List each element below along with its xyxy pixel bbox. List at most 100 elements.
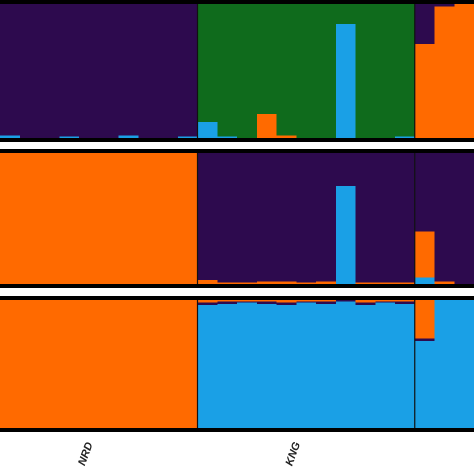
panel-frame	[0, 0, 474, 142]
ancestry-segment	[395, 282, 416, 284]
ancestry-segment	[217, 301, 238, 304]
ancestry-segment	[177, 300, 199, 428]
ancestry-segment	[0, 4, 21, 136]
ancestry-segment	[276, 4, 297, 136]
ancestry-segment	[98, 300, 120, 428]
ancestry-segment	[256, 281, 278, 284]
ancestry-segment	[0, 135, 21, 138]
ancestry-segment	[454, 153, 474, 284]
ancestry-segment	[237, 153, 258, 283]
population-label: KNG	[283, 440, 303, 467]
ancestry-segment	[237, 301, 258, 303]
ancestry-segment	[118, 4, 139, 136]
ancestry-segment	[158, 300, 179, 428]
ancestry-segment	[217, 4, 238, 137]
ancestry-segment	[98, 4, 120, 138]
ancestry-segment	[395, 300, 416, 302]
ancestry-segment	[316, 303, 337, 428]
ancestry-segment	[197, 4, 218, 122]
ancestry-segment	[158, 153, 179, 284]
ancestry-segment	[454, 300, 474, 428]
ancestry-segment	[316, 4, 337, 138]
ancestry-segment	[276, 281, 297, 284]
ancestry-segment	[355, 302, 376, 306]
ancestry-segment	[79, 4, 100, 138]
ancestry-segment	[256, 4, 278, 114]
ancestry-segment	[395, 303, 416, 428]
ancestry-segment	[177, 153, 199, 284]
ancestry-segment	[355, 4, 376, 138]
ancestry-segment	[434, 300, 455, 428]
ancestry-segment	[335, 24, 357, 139]
ancestry-segment	[454, 4, 474, 138]
ancestry-segment	[316, 153, 337, 282]
ancestry-segment	[375, 301, 396, 303]
ancestry-segment	[296, 300, 317, 302]
ancestry-segment	[256, 153, 278, 282]
ancestry-segment	[197, 305, 218, 428]
ancestry-segment	[256, 301, 278, 304]
ancestry-segment	[395, 136, 416, 138]
ancestry-segment	[375, 153, 396, 283]
ancestry-segment	[138, 300, 159, 428]
ancestry-segment	[375, 4, 396, 138]
ancestry-segment	[217, 300, 238, 302]
ancestry-segment	[335, 300, 357, 302]
ancestry-segment	[39, 300, 60, 428]
ancestry-segment	[197, 153, 218, 281]
ancestry-segment	[296, 4, 317, 138]
ancestry-segment	[197, 302, 218, 306]
ancestry-segment	[395, 301, 416, 304]
ancestry-segment	[197, 121, 218, 138]
ancestry-segment	[19, 300, 41, 428]
ancestry-segment	[79, 300, 100, 428]
ancestry-segment	[237, 4, 258, 138]
ancestry-segment	[296, 301, 317, 303]
ancestry-segment	[59, 153, 80, 284]
ancestry-segment	[237, 300, 258, 302]
ancestry-segment	[118, 135, 139, 138]
ancestry-segment	[375, 302, 396, 428]
ancestry-segment	[256, 113, 278, 138]
ancestry-segment	[39, 4, 60, 138]
ancestry-segment	[434, 6, 455, 139]
ancestry-segment	[355, 305, 376, 428]
ancestry-segment	[118, 300, 139, 428]
ancestry-segment	[395, 153, 416, 283]
ancestry-segment	[158, 4, 179, 138]
ancestry-segment	[0, 300, 21, 428]
ancestry-segment	[177, 136, 199, 138]
ancestry-segment	[118, 153, 139, 284]
ancestry-segment	[414, 231, 436, 278]
ancestry-segment	[276, 153, 297, 282]
ancestry-segment	[414, 44, 436, 139]
ancestry-segment	[296, 153, 317, 283]
ancestry-segment	[335, 185, 357, 284]
ancestry-segment	[19, 153, 41, 284]
ancestry-segment	[138, 4, 159, 138]
ancestry-segment	[414, 277, 436, 284]
ancestry-segment	[276, 302, 297, 306]
ancestry-segment	[138, 153, 159, 284]
ancestry-segment	[79, 153, 100, 284]
ancestry-segment	[434, 4, 455, 7]
population-label: NRD	[76, 441, 95, 468]
ancestry-segment	[434, 281, 455, 284]
ancestry-segment	[355, 153, 376, 283]
ancestry-segment	[276, 305, 297, 428]
ancestry-segment	[217, 136, 238, 138]
ancestry-segment	[335, 301, 357, 428]
ancestry-segment	[59, 300, 80, 428]
ancestry-segment	[237, 302, 258, 428]
ancestry-segment	[414, 4, 436, 45]
ancestry-segment	[217, 282, 238, 284]
ancestry-segment	[59, 136, 80, 138]
ancestry-segment	[197, 300, 218, 303]
ancestry-segment	[197, 280, 218, 284]
ancestry-segment	[256, 300, 278, 302]
ancestry-segment	[296, 302, 317, 428]
ancestry-segment	[414, 153, 436, 232]
ancestry-segment	[59, 4, 80, 137]
ancestry-segment	[395, 4, 416, 137]
